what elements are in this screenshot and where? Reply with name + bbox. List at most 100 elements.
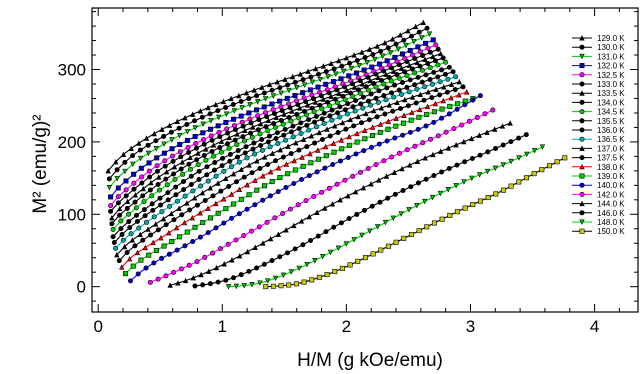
data-point xyxy=(385,45,391,51)
data-point xyxy=(431,220,437,226)
series-137-0-K xyxy=(114,78,462,258)
series-139-0-K xyxy=(123,95,476,277)
data-point xyxy=(399,79,405,85)
data-point xyxy=(205,178,211,184)
data-point xyxy=(397,32,403,38)
data-point xyxy=(190,188,196,194)
data-point xyxy=(123,271,129,277)
data-point xyxy=(339,146,345,152)
data-point xyxy=(373,162,379,168)
data-point xyxy=(383,71,389,77)
data-point xyxy=(219,163,225,169)
data-point xyxy=(242,150,248,156)
data-point xyxy=(127,225,133,231)
legend-label: 133.5 K xyxy=(597,89,625,98)
data-point xyxy=(159,126,165,132)
data-point xyxy=(215,123,221,129)
data-point xyxy=(192,118,198,124)
data-point xyxy=(247,102,253,108)
data-point xyxy=(435,74,441,80)
data-point xyxy=(275,231,282,237)
data-point xyxy=(539,167,545,173)
data-point xyxy=(424,111,430,117)
data-point xyxy=(221,168,227,174)
data-point xyxy=(231,201,237,207)
legend-item: 140.0 K xyxy=(572,181,625,190)
data-point xyxy=(238,113,244,119)
data-point xyxy=(327,103,333,109)
data-point xyxy=(260,240,266,246)
data-point xyxy=(106,185,113,191)
data-point xyxy=(118,226,124,232)
data-point xyxy=(124,249,130,255)
data-point xyxy=(306,117,312,123)
data-point xyxy=(432,100,439,107)
data-point xyxy=(443,129,449,135)
data-point xyxy=(210,250,216,256)
y-axis-label: M² (emu/g)² xyxy=(30,114,51,213)
data-point xyxy=(285,82,291,88)
data-point xyxy=(223,111,230,117)
data-point xyxy=(531,171,537,177)
data-point xyxy=(285,143,291,149)
data-point xyxy=(347,116,354,123)
data-point xyxy=(371,107,377,114)
legend-marker xyxy=(579,44,585,50)
data-point xyxy=(295,202,301,208)
data-point xyxy=(370,52,376,58)
data-point xyxy=(425,45,431,51)
data-point xyxy=(177,234,183,240)
data-point xyxy=(238,272,244,278)
data-point xyxy=(115,194,121,200)
data-point xyxy=(226,134,232,141)
data-point xyxy=(233,283,240,290)
data-point xyxy=(278,283,284,289)
data-point xyxy=(361,148,367,154)
data-point xyxy=(115,200,121,206)
data-point xyxy=(440,55,446,61)
data-point xyxy=(203,146,209,152)
data-point xyxy=(392,54,398,60)
data-point xyxy=(133,205,139,211)
data-point xyxy=(171,269,177,275)
data-point xyxy=(153,146,159,152)
legend-item: 129.0 K xyxy=(572,34,625,43)
data-point xyxy=(162,158,168,164)
data-point xyxy=(362,255,368,261)
data-point xyxy=(353,70,359,76)
data-point xyxy=(209,148,215,154)
data-point xyxy=(492,126,498,132)
data-point xyxy=(385,118,392,124)
data-point xyxy=(242,138,248,144)
data-point xyxy=(420,19,427,25)
data-point xyxy=(159,255,165,261)
data-point xyxy=(401,37,407,43)
data-point xyxy=(304,144,310,150)
data-point xyxy=(238,98,244,104)
data-point xyxy=(412,70,418,76)
data-point xyxy=(404,147,410,153)
legend-item: 137.5 K xyxy=(572,154,625,163)
data-point xyxy=(155,276,161,282)
data-point xyxy=(379,77,385,83)
data-point xyxy=(274,130,280,136)
data-point xyxy=(408,232,414,238)
data-point xyxy=(291,222,297,229)
x-tick-label: 2 xyxy=(342,317,351,336)
data-point xyxy=(337,158,343,164)
data-point xyxy=(322,143,329,150)
data-point xyxy=(359,49,365,55)
data-point xyxy=(298,131,304,137)
data-point xyxy=(323,81,329,87)
data-point xyxy=(259,137,265,143)
data-point xyxy=(118,218,124,224)
data-point xyxy=(293,281,299,287)
data-point xyxy=(365,87,371,93)
legend-marker xyxy=(579,173,585,179)
data-point xyxy=(412,143,418,149)
data-point xyxy=(385,195,391,201)
data-point xyxy=(122,159,128,165)
data-point xyxy=(128,231,134,237)
data-point xyxy=(257,165,263,171)
data-point xyxy=(266,81,273,88)
